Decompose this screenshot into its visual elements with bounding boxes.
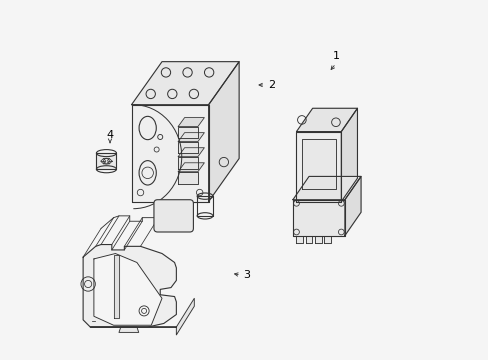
Text: 3: 3	[243, 270, 249, 280]
Polygon shape	[94, 253, 162, 325]
Polygon shape	[83, 244, 176, 327]
Polygon shape	[341, 108, 357, 202]
Polygon shape	[301, 139, 335, 189]
Polygon shape	[296, 108, 357, 132]
Polygon shape	[344, 176, 360, 235]
Polygon shape	[90, 298, 194, 335]
Text: 4: 4	[106, 130, 113, 140]
Polygon shape	[292, 200, 344, 235]
Polygon shape	[113, 255, 119, 318]
Polygon shape	[296, 235, 303, 243]
FancyBboxPatch shape	[154, 200, 193, 232]
Polygon shape	[178, 133, 204, 141]
Polygon shape	[292, 176, 360, 200]
Polygon shape	[296, 132, 341, 202]
Polygon shape	[178, 148, 204, 157]
Polygon shape	[178, 127, 198, 138]
Polygon shape	[314, 235, 321, 243]
Polygon shape	[305, 235, 312, 243]
Polygon shape	[324, 235, 330, 243]
Polygon shape	[178, 118, 204, 127]
Polygon shape	[96, 153, 116, 169]
Polygon shape	[131, 62, 239, 105]
Polygon shape	[119, 327, 139, 332]
Text: 2: 2	[267, 80, 274, 90]
Polygon shape	[178, 163, 204, 172]
Polygon shape	[131, 105, 208, 202]
Text: 1: 1	[332, 51, 339, 61]
Polygon shape	[178, 157, 198, 168]
Polygon shape	[178, 172, 198, 184]
Polygon shape	[178, 141, 198, 153]
Polygon shape	[208, 62, 239, 202]
